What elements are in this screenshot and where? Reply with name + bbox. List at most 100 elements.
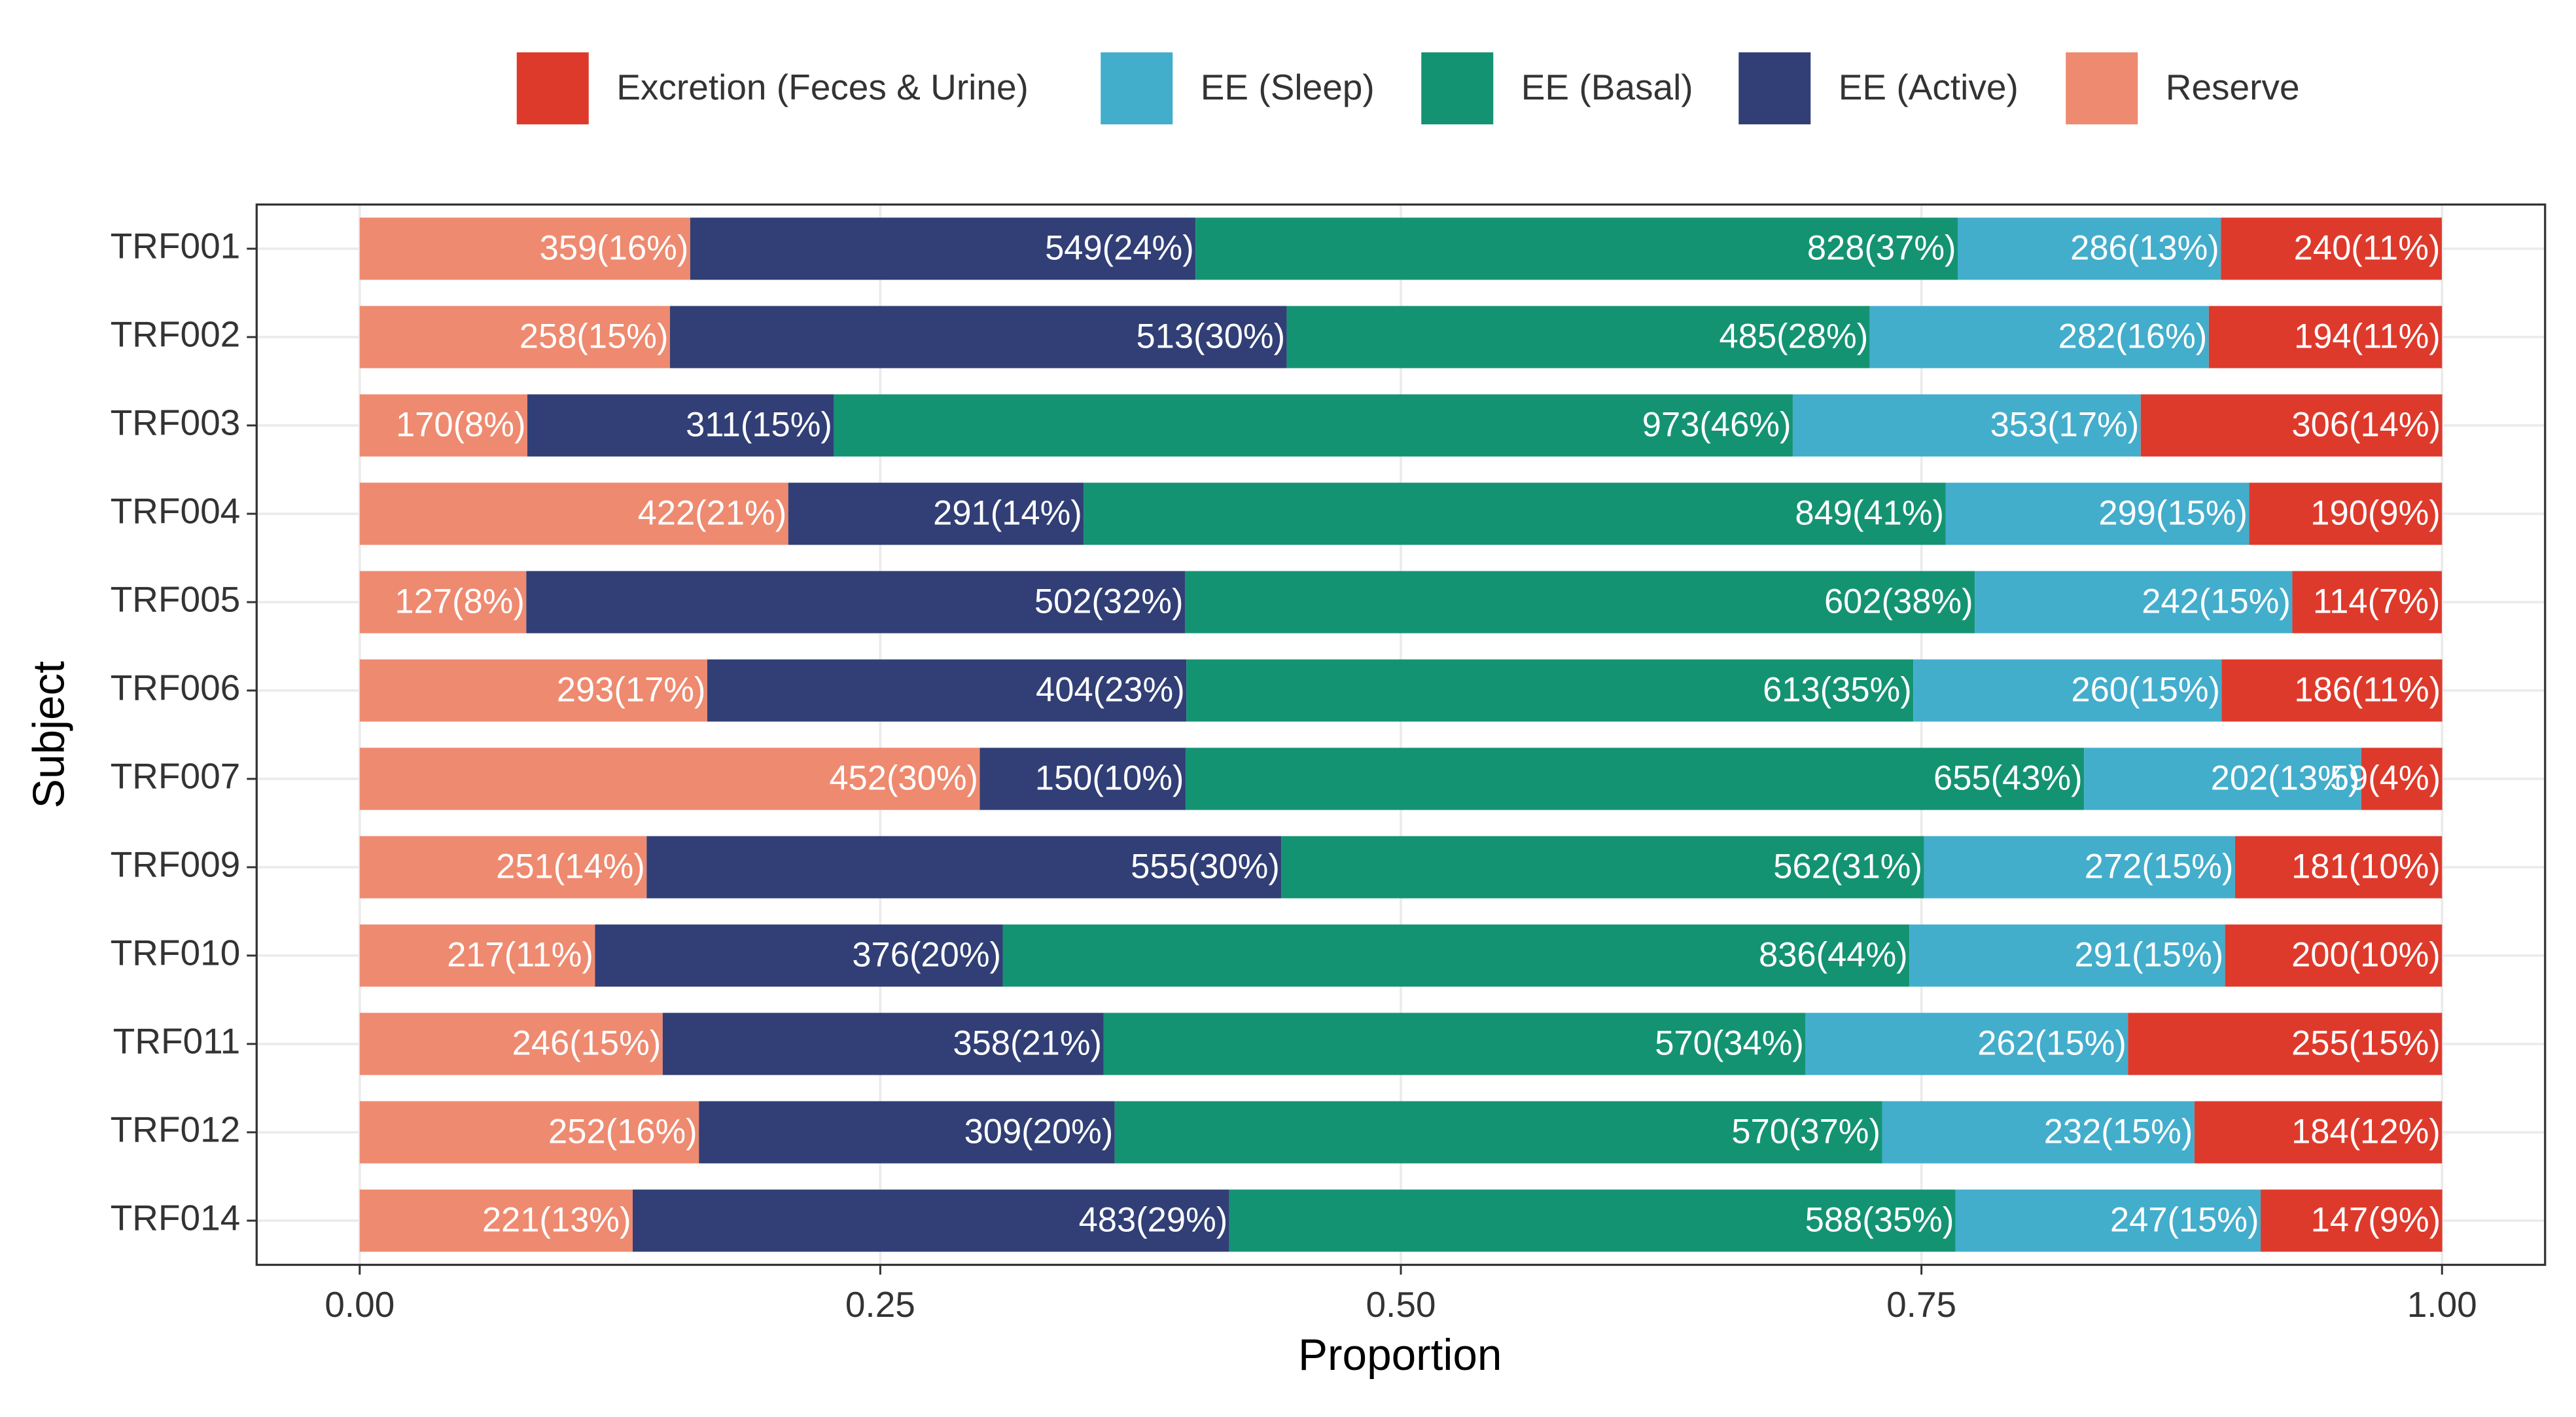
y-tick-label: TRF003 — [111, 403, 241, 443]
value-label: 262(15%) — [1977, 1024, 2126, 1062]
y-tick-label: TRF012 — [111, 1109, 241, 1150]
value-label: 114(7%) — [2313, 582, 2441, 620]
value-label: 127(8%) — [395, 582, 524, 620]
value-label: 353(17%) — [1990, 405, 2140, 444]
bar-segment — [632, 1189, 1229, 1252]
value-label: 260(15%) — [2071, 670, 2220, 709]
bar-segment — [1869, 306, 2209, 368]
bar-segment — [1958, 217, 2221, 280]
value-label: 202(13%) — [2211, 759, 2360, 797]
value-label: 286(13%) — [2070, 228, 2219, 267]
bar-segment — [1281, 836, 1924, 899]
value-label: 255(15%) — [2291, 1024, 2441, 1062]
value-label: 588(35%) — [1805, 1200, 1954, 1239]
bar-segment — [1103, 1013, 1806, 1075]
value-label: 602(38%) — [1824, 582, 1973, 620]
bar-segment — [2128, 1013, 2443, 1075]
value-label: 485(28%) — [1720, 317, 1869, 355]
bar-segment — [2234, 836, 2443, 899]
value-label: 293(17%) — [557, 670, 706, 709]
bar-segment — [2221, 659, 2443, 722]
y-tick-label: TRF009 — [111, 844, 241, 885]
value-label: 170(8%) — [396, 405, 525, 444]
bar-segment — [1955, 1189, 2261, 1252]
bar-segment — [2261, 1189, 2443, 1252]
value-label: 252(16%) — [548, 1112, 697, 1151]
value-label: 306(14%) — [2291, 405, 2441, 444]
value-label: 452(30%) — [829, 759, 978, 797]
value-label: 376(20%) — [852, 935, 1001, 974]
bar-segment — [2249, 482, 2443, 545]
bar-segment — [359, 394, 527, 457]
value-label: 200(10%) — [2291, 935, 2441, 974]
value-label: 242(15%) — [2142, 582, 2291, 620]
bar-segment — [527, 394, 834, 457]
bar-segment — [646, 836, 1282, 899]
bar-segment — [1924, 836, 2235, 899]
value-label: 404(23%) — [1036, 670, 1185, 709]
value-label: 836(44%) — [1759, 935, 1908, 974]
y-tick-label: TRF006 — [111, 668, 241, 708]
value-label: 613(35%) — [1763, 670, 1912, 709]
bar-segment — [2292, 571, 2442, 634]
value-label: 555(30%) — [1131, 847, 1280, 886]
bar-segment — [1229, 1189, 1956, 1252]
value-label: 217(11%) — [447, 935, 593, 974]
x-axis-title: Proportion — [1298, 1331, 1502, 1380]
bar-segment — [1909, 924, 2225, 987]
value-label: 291(15%) — [2074, 935, 2223, 974]
value-label: 272(15%) — [2085, 847, 2234, 886]
bar-segment — [1186, 659, 1914, 722]
x-tick-label: 0.75 — [1886, 1284, 1956, 1325]
value-label: 655(43%) — [1933, 759, 2083, 797]
value-label: 549(24%) — [1045, 228, 1194, 267]
bar-segment — [2194, 1101, 2443, 1164]
value-label: 184(12%) — [2291, 1112, 2441, 1151]
value-label: 570(37%) — [1731, 1112, 1880, 1151]
bar-segment — [1945, 482, 2250, 545]
value-label: 181(10%) — [2291, 847, 2441, 886]
bar-segment — [359, 1101, 699, 1164]
legend-key — [1101, 52, 1173, 124]
value-label: 232(15%) — [2044, 1112, 2193, 1151]
x-tick-label: 0.25 — [845, 1284, 915, 1325]
value-label: 240(11%) — [2294, 228, 2441, 267]
bar-segment — [1792, 394, 2141, 457]
bar-segment — [1084, 482, 1946, 545]
bar-segment — [359, 217, 690, 280]
value-label: 282(16%) — [2058, 317, 2208, 355]
value-label: 422(21%) — [638, 493, 787, 532]
panel-border — [255, 203, 2547, 1266]
value-label: 291(14%) — [933, 493, 1082, 532]
bar-segment — [2208, 306, 2443, 368]
y-tick-label: TRF014 — [111, 1198, 241, 1238]
value-label: 973(46%) — [1642, 405, 1791, 444]
x-tick-label: 1.00 — [2407, 1284, 2477, 1325]
value-label: 258(15%) — [520, 317, 669, 355]
bar-segment — [359, 836, 647, 899]
value-label: 570(34%) — [1655, 1024, 1804, 1062]
bar-segment — [359, 924, 595, 987]
legend-key — [2066, 52, 2138, 124]
bar-segment — [669, 306, 1287, 368]
bar-segment — [359, 1013, 663, 1075]
value-label: 358(21%) — [953, 1024, 1102, 1062]
bar-segment — [707, 659, 1187, 722]
bar-segment — [2084, 747, 2361, 810]
bar-segment — [359, 659, 707, 722]
y-tick-label: TRF007 — [111, 756, 241, 797]
bar-segment — [526, 571, 1185, 634]
x-tick-label: 0.00 — [325, 1284, 395, 1325]
bar-segment — [1185, 747, 2085, 810]
bar-segment — [1195, 217, 1958, 280]
bar-segment — [1114, 1101, 1882, 1164]
bar-segment — [1913, 659, 2222, 722]
value-label: 147(9%) — [2311, 1200, 2441, 1239]
bar-segment — [662, 1013, 1104, 1075]
bar-segment — [690, 217, 1196, 280]
legend-label: EE (Sleep) — [1201, 67, 1375, 107]
value-label: 251(14%) — [496, 847, 645, 886]
x-tick-label: 0.50 — [1366, 1284, 1436, 1325]
value-label: 502(32%) — [1034, 582, 1184, 620]
